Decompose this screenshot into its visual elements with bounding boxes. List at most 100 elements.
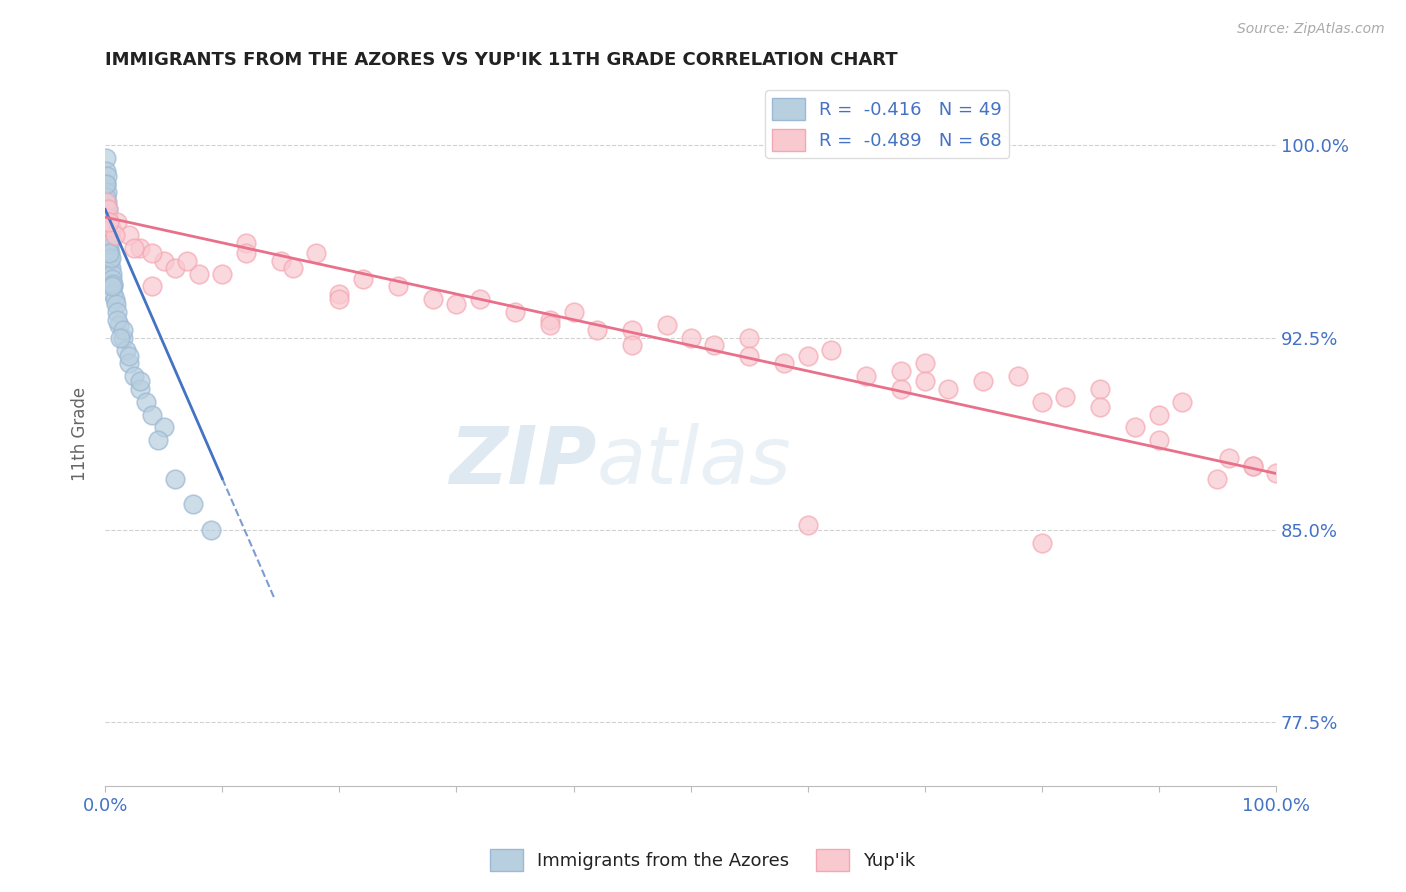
Point: [103, 277, 125, 291]
Point: [621, 323, 644, 337]
Point: [972, 374, 994, 388]
Point: [94, 194, 117, 209]
Point: [141, 279, 163, 293]
Point: [187, 267, 209, 281]
Point: [1206, 472, 1229, 486]
Point: [110, 331, 132, 345]
Point: [97, 210, 120, 224]
Point: [914, 356, 936, 370]
Point: [97, 215, 120, 229]
Point: [94, 164, 117, 178]
Point: [446, 297, 468, 311]
Point: [103, 292, 125, 306]
Point: [855, 369, 877, 384]
Point: [773, 356, 796, 370]
Point: [235, 246, 257, 260]
Point: [96, 177, 118, 191]
Point: [96, 189, 118, 203]
Point: [115, 343, 138, 358]
Point: [538, 318, 561, 332]
Point: [796, 517, 818, 532]
Point: [1054, 390, 1077, 404]
Point: [100, 267, 122, 281]
Point: [1265, 467, 1288, 481]
Point: [101, 279, 124, 293]
Legend: Immigrants from the Azores, Yup'ik: Immigrants from the Azores, Yup'ik: [484, 842, 922, 879]
Text: ZIP: ZIP: [450, 423, 598, 501]
Text: atlas: atlas: [598, 423, 792, 501]
Point: [124, 369, 146, 384]
Point: [98, 246, 121, 260]
Point: [352, 271, 374, 285]
Point: [1218, 451, 1240, 466]
Point: [235, 235, 257, 250]
Point: [96, 185, 118, 199]
Point: [100, 220, 122, 235]
Point: [1031, 535, 1053, 549]
Point: [1241, 458, 1264, 473]
Point: [1147, 408, 1170, 422]
Point: [305, 246, 328, 260]
Point: [141, 246, 163, 260]
Point: [738, 331, 761, 345]
Point: [422, 292, 444, 306]
Point: [200, 523, 222, 537]
Point: [96, 202, 118, 217]
Point: [97, 235, 120, 250]
Point: [96, 194, 118, 209]
Point: [1031, 394, 1053, 409]
Point: [914, 374, 936, 388]
Point: [387, 279, 409, 293]
Point: [503, 305, 526, 319]
Point: [1090, 400, 1112, 414]
Point: [97, 220, 120, 235]
Point: [105, 215, 128, 229]
Point: [281, 261, 304, 276]
Point: [124, 241, 146, 255]
Point: [100, 253, 122, 268]
Point: [703, 338, 725, 352]
Point: [117, 349, 139, 363]
Point: [152, 420, 174, 434]
Point: [94, 177, 117, 191]
Point: [97, 228, 120, 243]
Point: [1090, 382, 1112, 396]
Point: [129, 382, 152, 396]
Point: [98, 241, 121, 255]
Point: [96, 210, 118, 224]
Point: [100, 261, 122, 276]
Point: [586, 323, 609, 337]
Point: [129, 374, 152, 388]
Text: IMMIGRANTS FROM THE AZORES VS YUP'IK 11TH GRADE CORRELATION CHART: IMMIGRANTS FROM THE AZORES VS YUP'IK 11T…: [105, 51, 898, 69]
Point: [111, 331, 134, 345]
Point: [108, 318, 131, 332]
Point: [165, 472, 187, 486]
Point: [101, 271, 124, 285]
Point: [1171, 394, 1194, 409]
Point: [165, 261, 187, 276]
Point: [98, 246, 121, 260]
Point: [1007, 369, 1029, 384]
Point: [538, 312, 561, 326]
Point: [621, 338, 644, 352]
Point: [96, 169, 118, 184]
Point: [103, 228, 125, 243]
Point: [94, 151, 117, 165]
Point: [111, 323, 134, 337]
Point: [1147, 433, 1170, 447]
Point: [117, 228, 139, 243]
Point: [181, 497, 204, 511]
Point: [96, 215, 118, 229]
Point: [820, 343, 842, 358]
Point: [96, 202, 118, 217]
Point: [796, 349, 818, 363]
Point: [97, 215, 120, 229]
Point: [562, 305, 585, 319]
Point: [890, 364, 912, 378]
Point: [328, 287, 350, 301]
Point: [679, 331, 702, 345]
Point: [176, 253, 198, 268]
Point: [105, 312, 128, 326]
Point: [657, 318, 679, 332]
Point: [152, 253, 174, 268]
